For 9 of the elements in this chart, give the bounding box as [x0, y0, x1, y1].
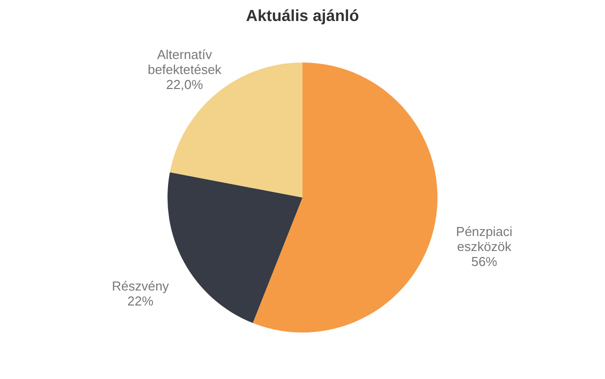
pie-slice	[252, 62, 438, 332]
slice-label: Pénzpiaci eszközök	[456, 224, 513, 254]
pie-slice	[168, 172, 302, 324]
slice-label: Alternatív befektetések	[148, 46, 222, 77]
slice-label: Részvény	[112, 278, 170, 294]
chart-title: Aktuális ajánló	[246, 8, 360, 25]
data-label: 56%	[471, 254, 498, 270]
data-label: 22%	[127, 294, 154, 309]
data-label: 22,0%	[166, 76, 204, 92]
